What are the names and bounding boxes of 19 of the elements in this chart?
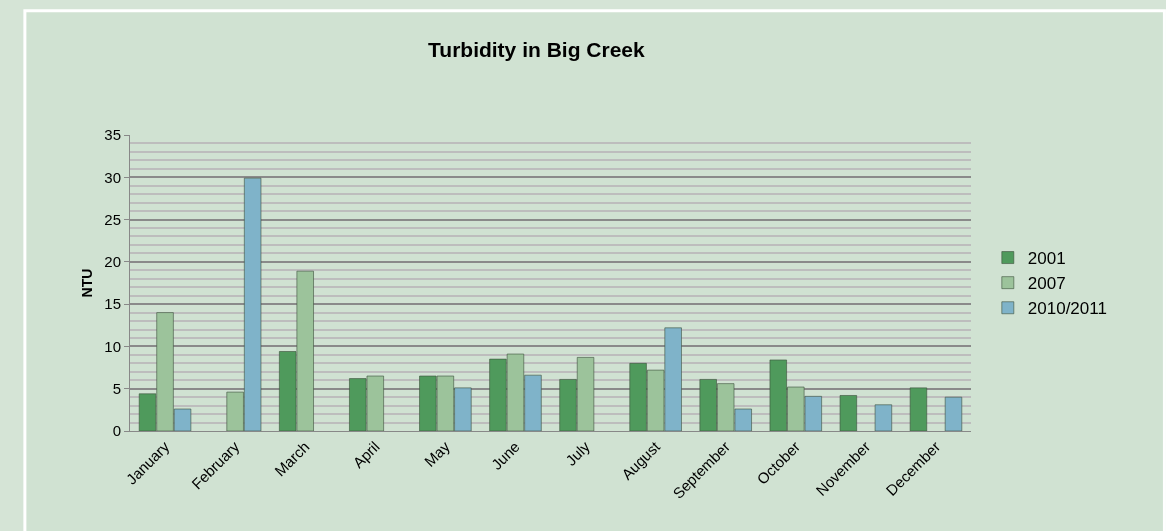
y-tick-label: 10 [104, 337, 121, 355]
legend-label: 2001 [1027, 249, 1066, 269]
y-tick-label: 0 [112, 422, 121, 440]
y-tick-label: 15 [104, 295, 121, 313]
chart-title: Turbidity in Big Creek [428, 38, 645, 62]
y-tick-label: 20 [104, 253, 121, 271]
y-tick-label: 5 [112, 379, 121, 397]
bar [839, 394, 858, 431]
x-tick-label: May [420, 437, 454, 470]
bar [874, 404, 893, 431]
bar [909, 387, 928, 431]
y-axis-title: NTU [79, 268, 95, 298]
legend-label: 2007 [1027, 274, 1066, 294]
y-tick-label: 30 [104, 168, 121, 186]
legend-label: 2010/2011 [1027, 299, 1107, 319]
x-tick-label: July [562, 437, 594, 469]
bar [944, 396, 963, 431]
y-tick-label: 35 [104, 126, 121, 144]
y-tick-label: 25 [104, 210, 121, 228]
